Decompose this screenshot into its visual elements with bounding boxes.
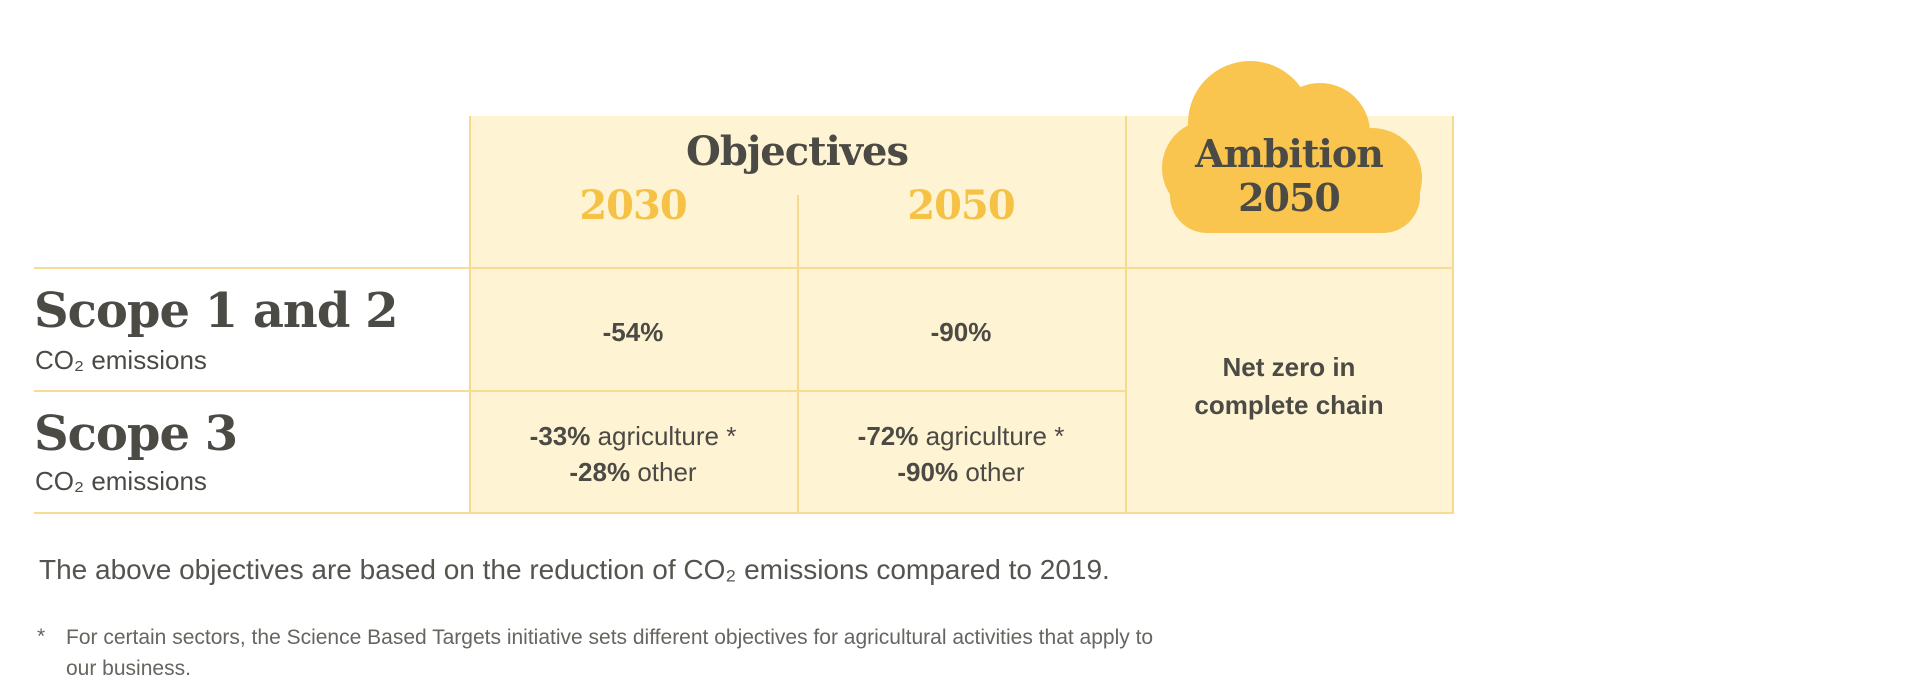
scope-3-subtitle: CO₂ emissions [35,466,207,496]
divider [469,116,471,513]
divider [34,390,1126,392]
divider [34,512,1454,514]
cloud-icon [1162,61,1422,233]
scope-1-2-title: Scope 1 and 2 [34,283,398,339]
year-2030-heading: 2030 [579,182,687,229]
divider [34,267,1454,269]
ambition-label: Ambition [1195,131,1384,176]
scope-1-2-2050-value: -90% [930,317,992,347]
scope-1-2-2030-value: -54% [602,317,664,347]
scope-3-2030-value: -33% agriculture * -28% other [529,421,737,487]
divider [797,195,799,513]
divider [1452,116,1454,513]
ambition-value: Net zero in complete chain [1194,352,1384,420]
ambition-year: 2050 [1238,175,1341,220]
year-2050-heading: 2050 [907,182,1015,229]
scope-1-2-subtitle: CO₂ emissions [35,345,207,375]
ambition-heading: Ambition 2050 [1125,132,1453,220]
footnote-text: For certain sectors, the Science Based T… [66,626,1154,680]
objectives-heading: Objectives [686,128,909,175]
divider [1125,116,1127,513]
footnote-marker: * [37,625,46,648]
note-text: The above objectives are based on the re… [39,554,1110,585]
scope-3-title: Scope 3 [34,406,238,462]
scope-3-2050-value: -72% agriculture * -90% other [857,421,1065,487]
